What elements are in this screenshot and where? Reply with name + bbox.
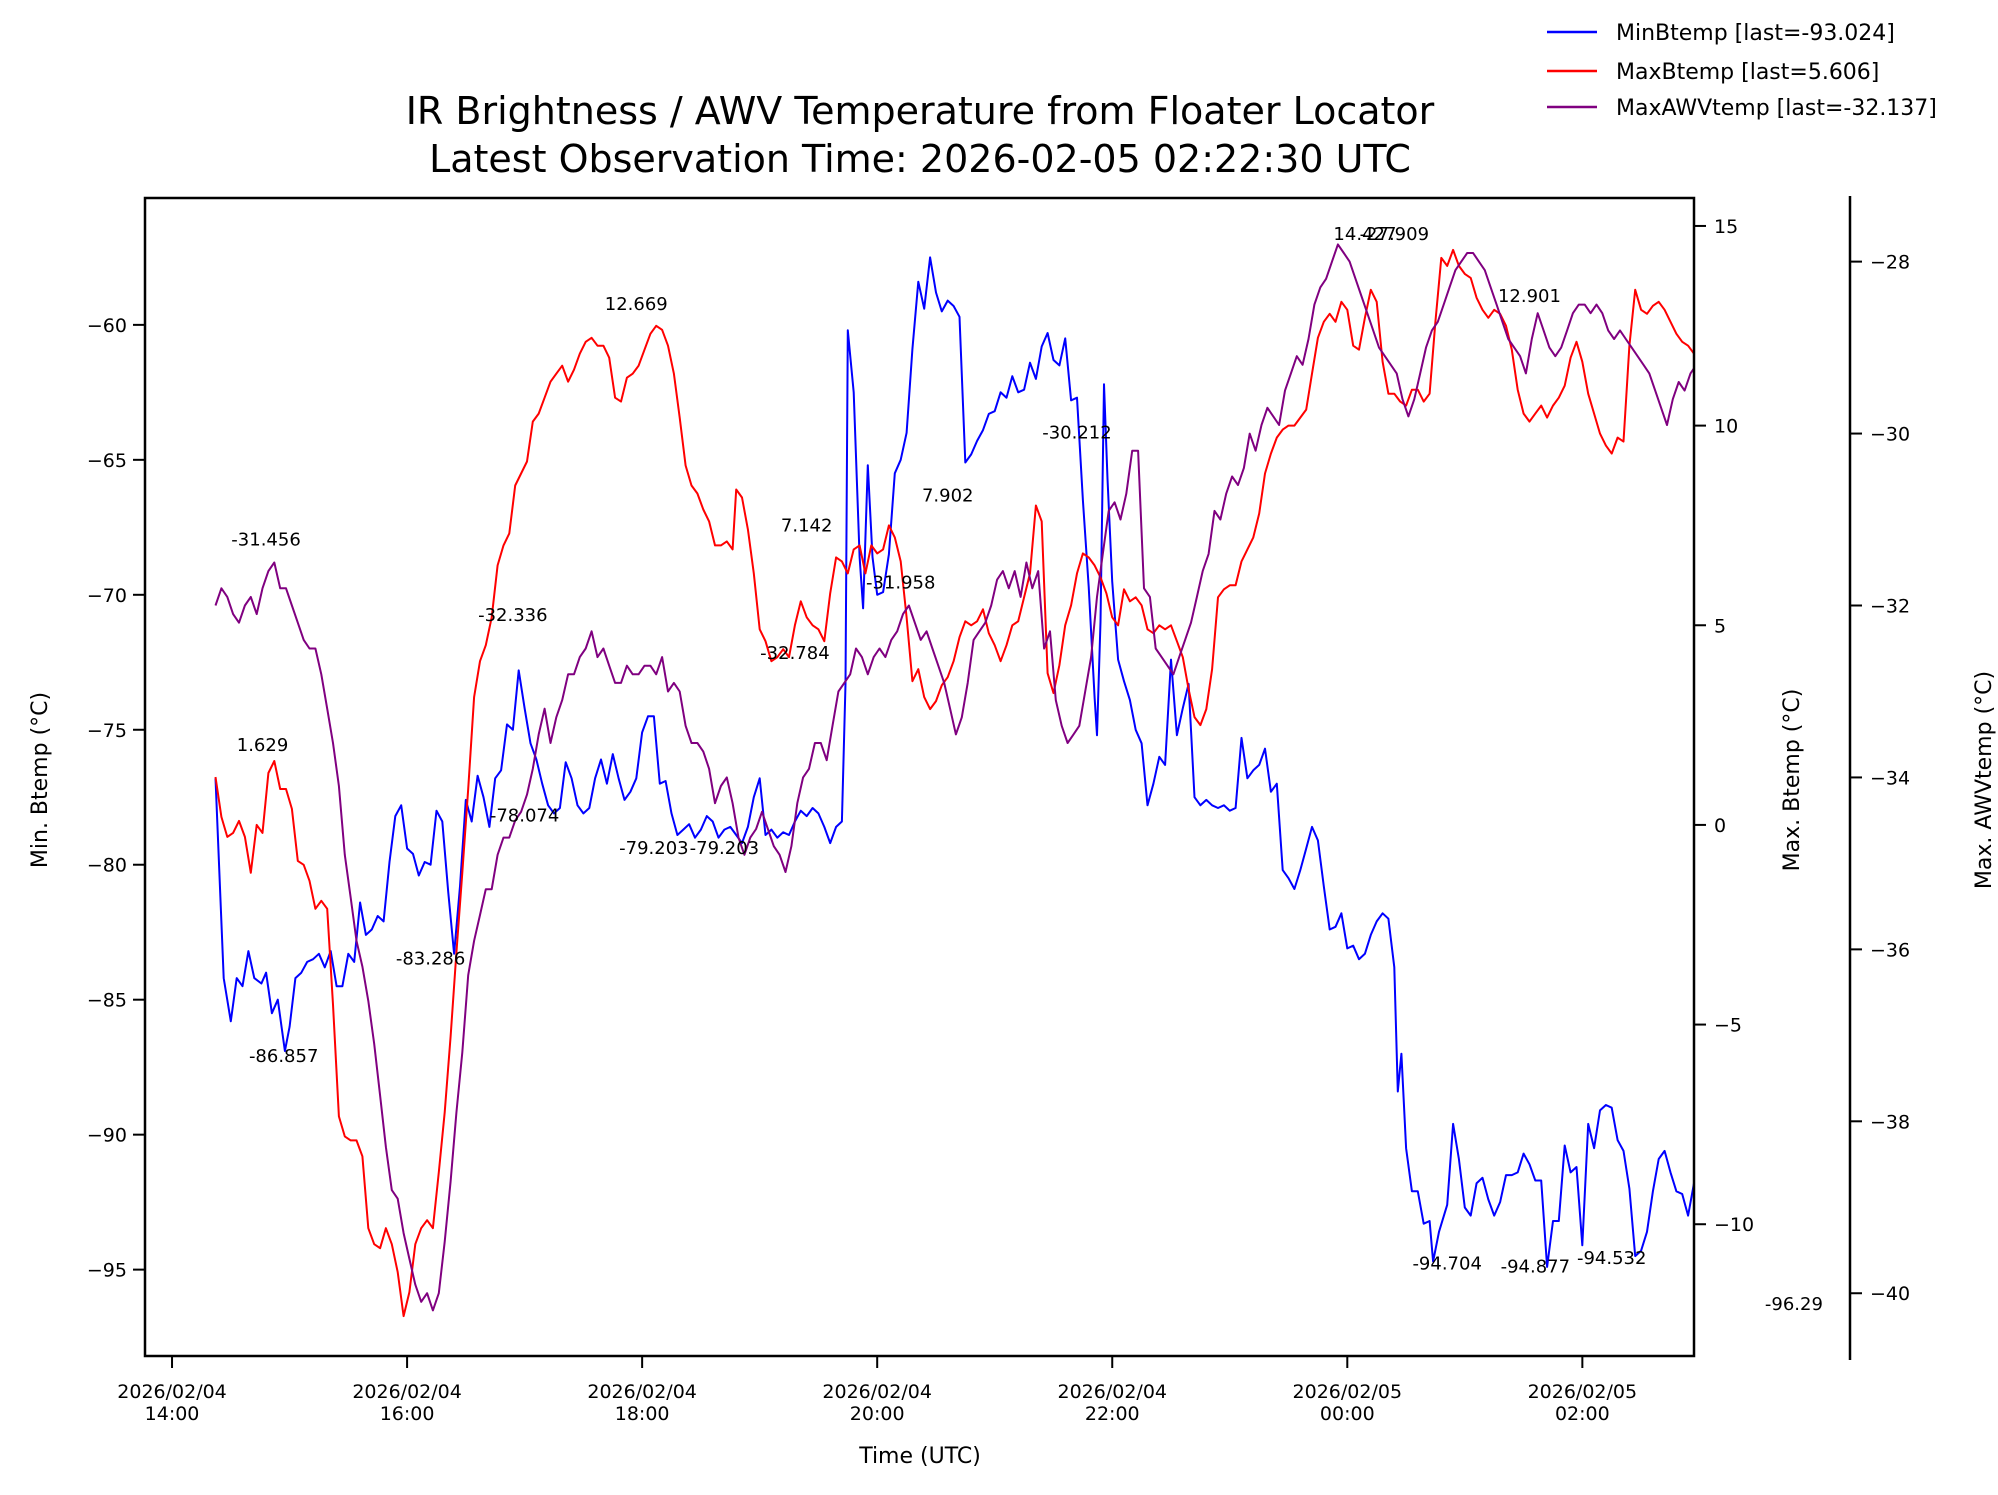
left-y-axis-label: Min. Btemp (°C) [28,692,53,868]
annotation-label: 12.669 [605,294,668,315]
annotation-label: 7.142 [781,515,833,536]
plot-area: -86.857 -83.286 -78.074 -79.203 -79.203 -94.7… [143,196,1823,1358]
right2-tick-label: −28 [1870,252,1910,274]
left-y-axis: −60 −65 −70 −75 −80 −85 −90 −95 [87,315,145,1282]
x-tick-label-date: 2026/02/05 [1293,1381,1403,1403]
annotation-label: -78.074 [490,806,559,827]
right2-tick-label: −30 [1870,424,1910,446]
annotation-label: -86.857 [249,1046,318,1067]
annotation-label: -96.29 [1765,1294,1823,1315]
left-tick-label: −80 [87,855,127,877]
series-line-max [214,248,1694,1318]
x-tick-label-date: 2026/02/04 [587,1381,697,1403]
x-tick-label-time: 02:00 [1555,1403,1610,1425]
right2-tick-label: −38 [1870,1111,1910,1133]
right-tick-label: 0 [1714,815,1726,837]
annotation-label: -32.784 [760,643,829,664]
annotation-label: -94.532 [1577,1248,1646,1269]
chart-subtitle: Latest Observation Time: 2026-02-05 02:2… [429,137,1411,181]
right-tick-label: 10 [1714,416,1738,438]
x-tick-label-date: 2026/02/04 [352,1381,462,1403]
x-tick-label-date: 2026/02/04 [1057,1381,1167,1403]
annotation-label: -79.203 [619,838,688,859]
right-y-axis: 15 10 5 0 −5 −10 [1694,216,1754,1236]
x-tick-label-date: 2026/02/05 [1528,1381,1638,1403]
annotation-label: -27.909 [1360,224,1429,245]
right2-tick-label: −36 [1870,939,1910,961]
annotation-label: 14.427 [1333,224,1396,245]
left-tick-label: −60 [87,315,127,337]
right-tick-label: 5 [1714,615,1726,637]
annotation-label: -94.877 [1501,1256,1570,1277]
x-tick-label-time: 22:00 [1085,1403,1140,1425]
annotation-label: -30.212 [1042,423,1111,444]
x-tick-label-time: 18:00 [615,1403,670,1425]
left-tick-label: −95 [87,1260,127,1282]
x-tick-label-time: 14:00 [145,1403,200,1425]
right2-tick-label: −32 [1870,595,1910,617]
plot-frame [143,196,1696,1358]
right2-tick-label: −34 [1870,767,1910,789]
series-line-awv [214,243,1694,1312]
chart-title: IR Brightness / AWV Temperature from Flo… [406,89,1435,133]
right2-tick-label: −40 [1870,1283,1910,1305]
right-tick-label: −10 [1714,1214,1754,1236]
annotation-label: -94.704 [1412,1254,1481,1275]
annotation-label: -83.286 [396,949,465,970]
right2-y-axis: −28 −30 −32 −34 −36 −38 −40 [1848,196,1910,1360]
annotation-label: -79.203 [690,838,759,859]
x-tick-label-date: 2026/02/04 [822,1381,932,1403]
x-axis-label: Time (UTC) [858,1444,981,1469]
left-tick-label: −90 [87,1125,127,1147]
left-tick-label: −75 [87,720,127,742]
left-tick-label: −65 [87,450,127,472]
x-tick-label-time: 20:00 [850,1403,905,1425]
annotation-label: 7.902 [922,485,974,506]
left-tick-label: −70 [87,585,127,607]
annotation-label: -31.456 [231,529,300,550]
legend-label-min: MinBtemp [last=-93.024] [1616,21,1895,46]
legend-label-awv: MaxAWVtemp [last=-32.137] [1616,96,1937,121]
annotation-label: -32.336 [478,605,547,626]
annotation-label: 1.629 [237,735,289,756]
right-tick-label: 15 [1714,216,1738,238]
annotation-label: 12.901 [1498,286,1561,307]
right2-y-axis-label: Max. AWVtemp (°C) [1972,671,1997,889]
series-line-min [214,256,1694,1268]
left-tick-label: −85 [87,990,127,1012]
x-tick-label-time: 16:00 [380,1403,435,1425]
x-tick-label-time: 00:00 [1320,1403,1375,1425]
legend: MinBtemp [last=-93.024] MaxBtemp [last=5… [1547,21,1937,121]
right-y-axis-label: Max. Btemp (°C) [1780,689,1805,872]
x-axis: 2026/02/0414:002026/02/0416:002026/02/04… [117,1356,1637,1425]
x-tick-label-date: 2026/02/04 [117,1381,227,1403]
annotation-label: -31.958 [866,572,935,593]
right-tick-label: −5 [1714,1015,1742,1037]
legend-label-max: MaxBtemp [last=5.606] [1616,60,1879,85]
